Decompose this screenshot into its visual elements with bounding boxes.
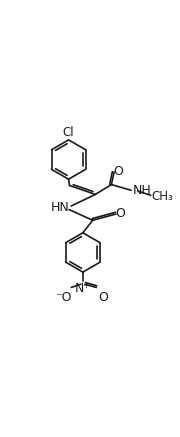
Text: O: O [98,291,108,304]
Text: NH: NH [132,184,151,197]
Text: CH₃: CH₃ [151,190,173,203]
Text: N⁺: N⁺ [75,282,91,295]
Text: Cl: Cl [63,126,74,139]
Text: O: O [115,207,125,220]
Text: HN: HN [51,201,70,214]
Text: ⁻O: ⁻O [55,291,72,304]
Text: O: O [113,165,123,178]
